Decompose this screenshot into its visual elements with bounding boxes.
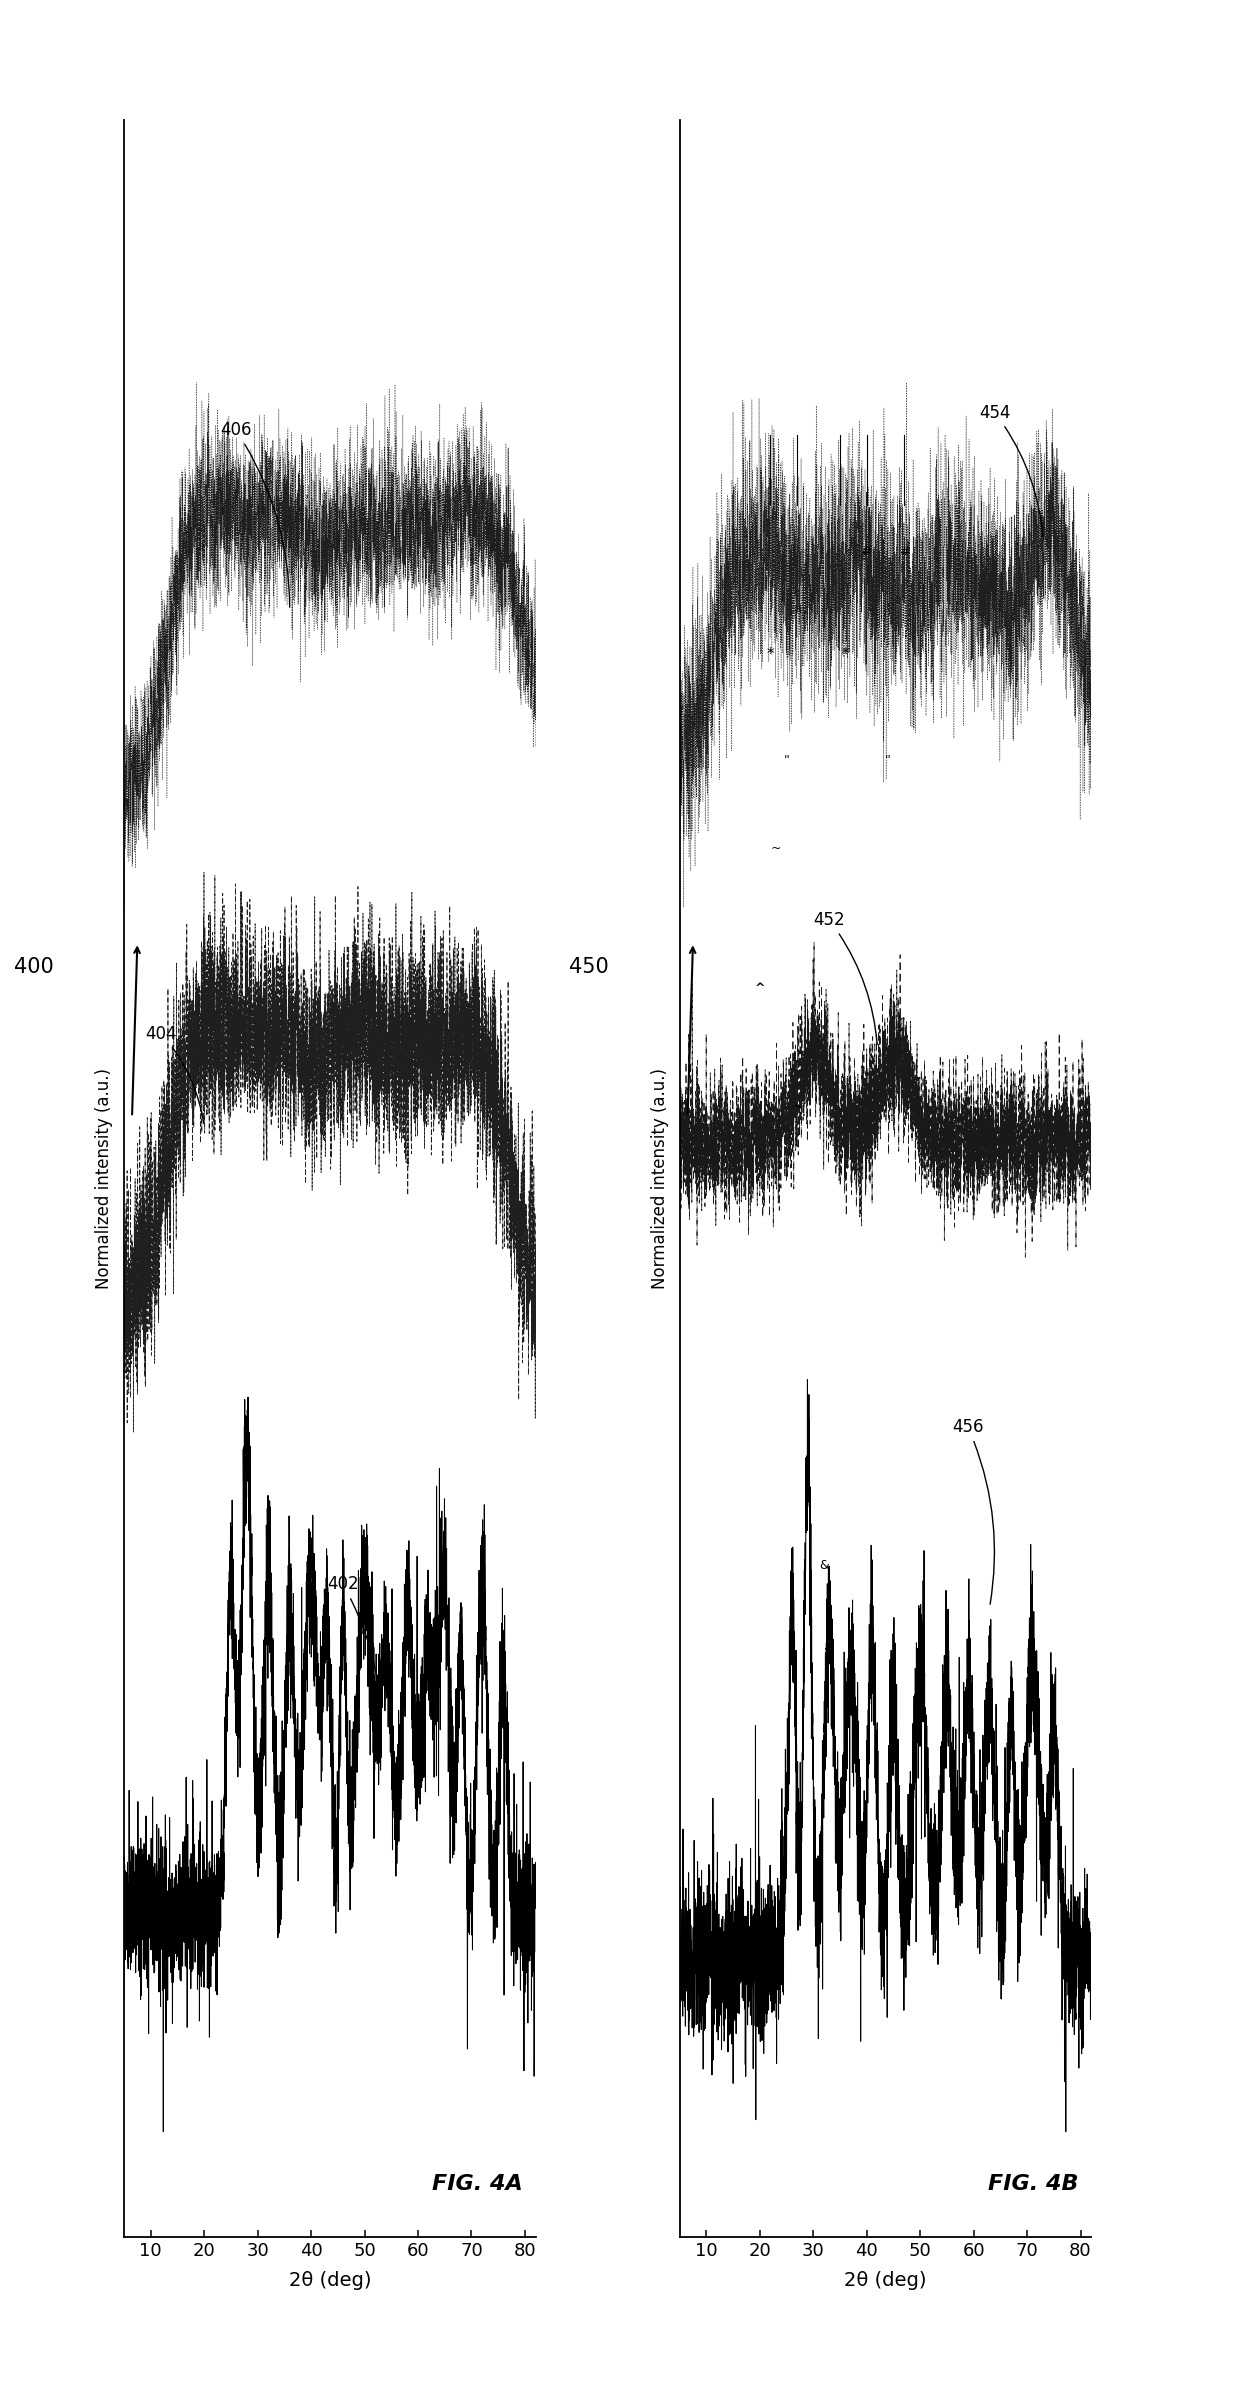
Text: *: *: [842, 647, 849, 661]
Text: 400: 400: [14, 957, 53, 976]
Text: ": ": [885, 755, 892, 767]
Text: ^: ^: [755, 981, 765, 996]
Text: 404: 404: [145, 1025, 203, 1123]
X-axis label: 2θ (deg): 2θ (deg): [289, 2270, 371, 2290]
Text: 456: 456: [952, 1419, 994, 1604]
Text: ": ": [784, 755, 790, 767]
X-axis label: 2θ (deg): 2θ (deg): [844, 2270, 926, 2290]
Text: 406: 406: [221, 421, 290, 606]
Y-axis label: Normalized intensity (a.u.): Normalized intensity (a.u.): [95, 1068, 113, 1289]
Text: *: *: [766, 647, 774, 661]
Text: FIG. 4B: FIG. 4B: [988, 2174, 1079, 2193]
Text: 450: 450: [569, 957, 609, 976]
Text: #: #: [899, 544, 909, 558]
Text: &: &: [820, 1558, 828, 1573]
Text: 454: 454: [978, 404, 1043, 536]
Text: ^: ^: [792, 1104, 802, 1118]
Text: 452: 452: [813, 911, 877, 1044]
Y-axis label: Normalized intensity (a.u.): Normalized intensity (a.u.): [651, 1068, 668, 1289]
Text: ~: ~: [770, 842, 781, 854]
Text: 402: 402: [327, 1575, 381, 1744]
Text: FIG. 4A: FIG. 4A: [433, 2174, 523, 2193]
Text: #: #: [862, 544, 872, 558]
